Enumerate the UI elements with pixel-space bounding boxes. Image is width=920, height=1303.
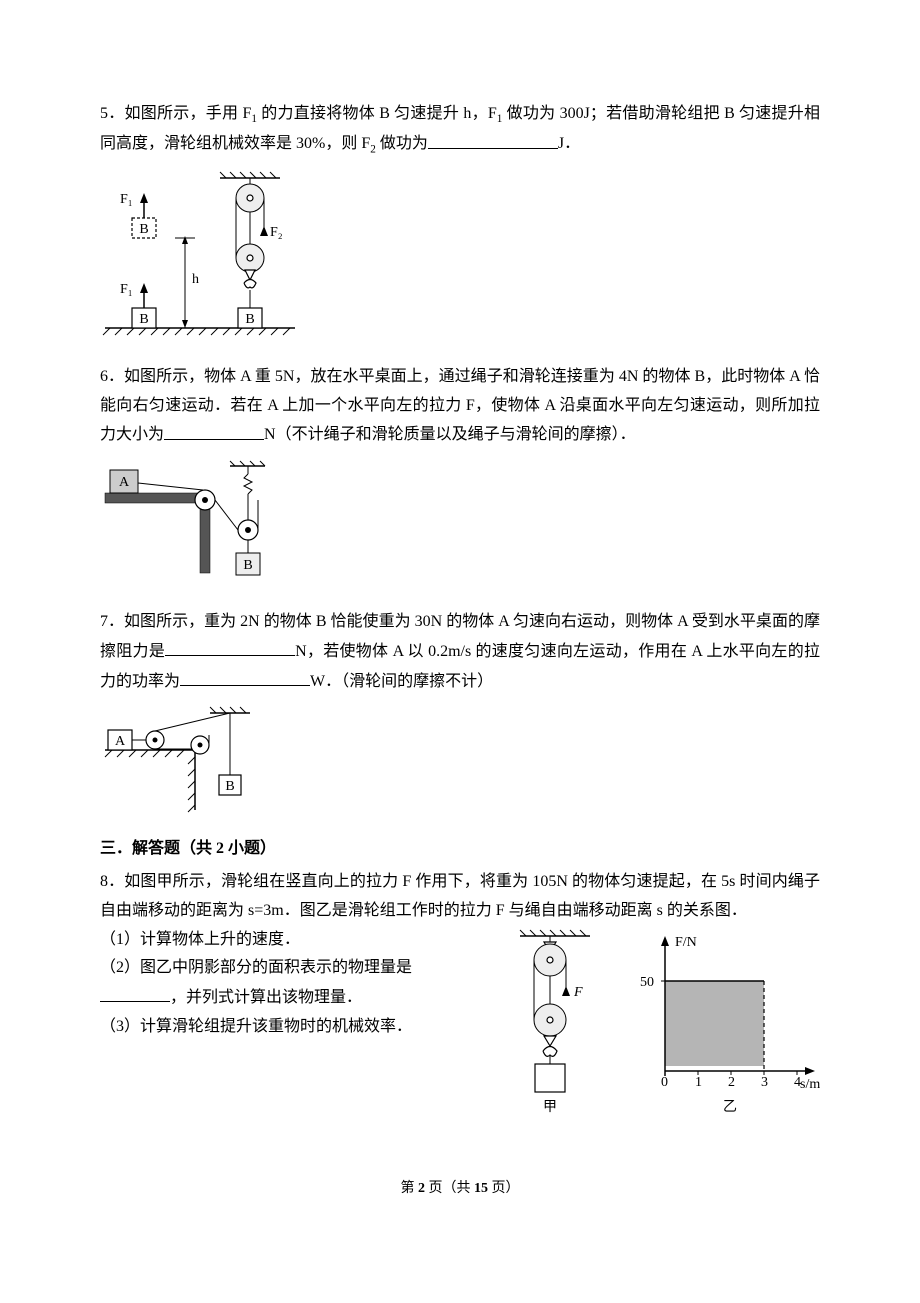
q8-blank (100, 983, 170, 1002)
q8-xt4: 4 (794, 1075, 801, 1090)
q7-blank2 (180, 667, 310, 686)
q7-text: 7．如图所示，重为 2N 的物体 B 恰能使重为 30N 的物体 A 匀速向右运… (100, 608, 820, 697)
q8-yi: 乙 (723, 1099, 737, 1115)
q8-fig-yi: F/N s/m 50 0 1 2 (630, 926, 820, 1116)
q8-xlabel: s/m (800, 1077, 820, 1092)
q7-blank1 (165, 637, 295, 656)
q5-blank (428, 129, 558, 148)
q8-p1: （1）计算物体上升的速度． (100, 926, 490, 955)
section-3-title: 三．解答题（共 2 小题） (100, 835, 820, 864)
q5-f1-label-2: F₁ (120, 192, 133, 207)
page-footer: 第 2 页（共 15 页） (100, 1176, 820, 1201)
question-7: 7．如图所示，重为 2N 的物体 B 恰能使重为 30N 的物体 A 匀速向右运… (100, 608, 820, 815)
q8-text: 8．如图甲所示，滑轮组在竖直向上的拉力 F 作用下，将重为 105N 的物体匀速… (100, 868, 820, 926)
footer-pre: 第 (401, 1181, 419, 1196)
footer-mid: 页（共 (425, 1181, 474, 1196)
q6-text: 6．如图所示，物体 A 重 5N，放在水平桌面上，通过绳子和滑轮连接重为 4N … (100, 363, 820, 451)
question-6: 6．如图所示，物体 A 重 5N，放在水平桌面上，通过绳子和滑轮连接重为 4N … (100, 363, 820, 589)
q8-p2b: ，并列式计算出该物理量． (170, 989, 362, 1006)
q7-u2: W．（滑轮间的摩擦不计） (310, 673, 493, 690)
q5-unit: J． (558, 136, 580, 153)
q6-figure: A B (100, 458, 820, 588)
q8-p2a: （2）图乙中阴影部分的面积表示的物理量是 (100, 959, 412, 976)
q8-xt1: 1 (695, 1075, 702, 1090)
q5-f2-label: F₂ (270, 225, 283, 240)
q5-b-label-2: B (139, 222, 148, 237)
footer-page: 2 (418, 1181, 425, 1196)
q8-p2b-line: ，并列式计算出该物理量． (100, 983, 490, 1013)
q8-xt0: 0 (661, 1075, 668, 1090)
q8-p3: （3）计算滑轮组提升该重物时的机械效率． (100, 1013, 490, 1042)
q5-t1: 5．如图所示，手用 F (100, 105, 251, 122)
footer-total: 15 (474, 1181, 488, 1196)
q7-a: A (115, 734, 126, 749)
footer-post: 页） (488, 1181, 520, 1196)
q7-figure: A B (100, 705, 820, 815)
q6-b: B (243, 558, 252, 573)
q6-a: A (119, 475, 130, 490)
q5-text: 5．如图所示，手用 F1 的力直接将物体 B 匀速提升 h，F1 做功为 300… (100, 100, 820, 160)
question-8: 8．如图甲所示，滑轮组在竖直向上的拉力 F 作用下，将重为 105N 的物体匀速… (100, 868, 820, 1116)
q8-jia: 甲 (543, 1100, 557, 1115)
q8-xt3: 3 (761, 1075, 768, 1090)
q5-h-label: h (192, 272, 199, 287)
q5-t4: 做功为 (376, 136, 428, 153)
q8-p2: （2）图乙中阴影部分的面积表示的物理量是 (100, 954, 490, 983)
q5-figure: B F₁ B F₁ h (100, 168, 820, 343)
q8-fig-jia: F 甲 (510, 926, 600, 1116)
q8-F: F (573, 985, 583, 1000)
q8-xt2: 2 (728, 1075, 735, 1090)
q7-b: B (225, 779, 234, 794)
q6-blank (164, 420, 264, 439)
q8-figures: F 甲 F/N (510, 926, 820, 1116)
q8-yt: 50 (640, 975, 654, 990)
q8-parts: （1）计算物体上升的速度． （2）图乙中阴影部分的面积表示的物理量是 ，并列式计… (100, 926, 490, 1042)
q5-f1-label-1: F₁ (120, 282, 133, 297)
question-5: 5．如图所示，手用 F1 的力直接将物体 B 匀速提升 h，F1 做功为 300… (100, 100, 820, 343)
q8-ylabel: F/N (675, 935, 697, 950)
q5-b-label-3: B (245, 312, 254, 327)
q5-t2: 的力直接将物体 B 匀速提升 h，F (257, 105, 497, 122)
q5-b-label-1: B (139, 312, 148, 327)
q6-unit: N（不计绳子和滑轮质量以及绳子与滑轮间的摩擦）． (264, 427, 636, 444)
